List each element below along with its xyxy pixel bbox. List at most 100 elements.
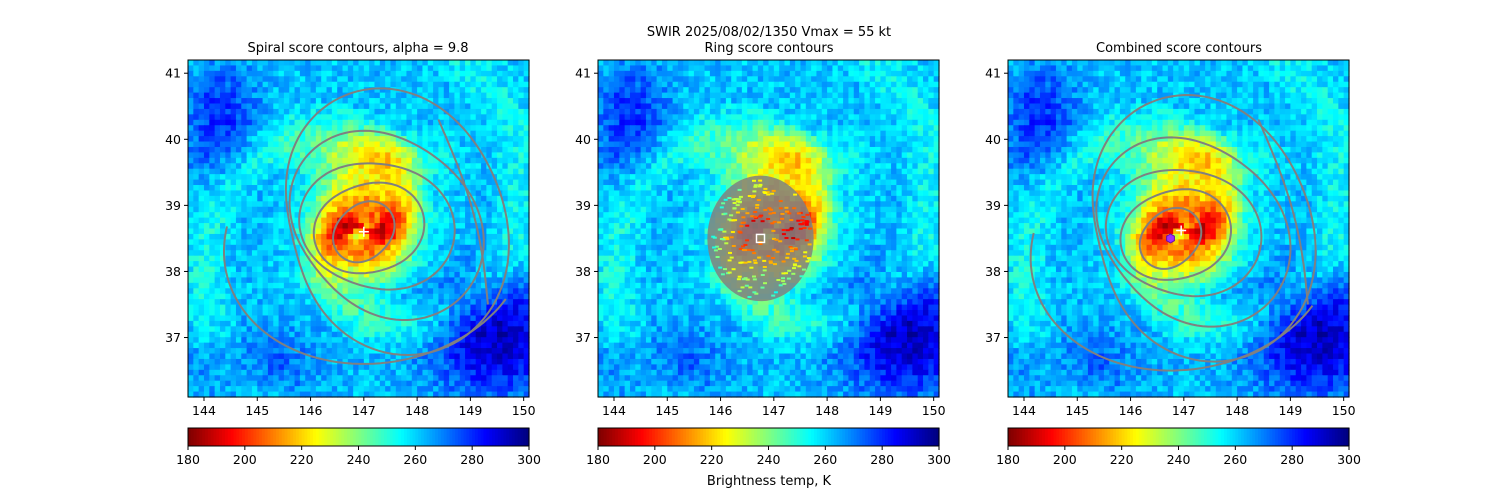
heatmap-cell [869, 114, 876, 121]
heatmap-cell [326, 375, 333, 382]
heatmap-cell [214, 271, 221, 279]
heatmap-cell [203, 282, 210, 289]
heatmap-cell [294, 195, 301, 202]
heatmap-cell [246, 331, 253, 338]
heatmap-cell [337, 261, 344, 268]
heatmap-cell [347, 195, 354, 202]
heatmap-cell [465, 119, 471, 126]
heatmap-cell [497, 266, 503, 273]
heatmap-cell [427, 271, 434, 279]
heatmap-cell [923, 98, 929, 105]
heatmap-cell [326, 233, 333, 240]
heatmap-cell [406, 277, 413, 284]
heatmap-cell [406, 185, 413, 192]
heatmap-cell [422, 136, 429, 143]
heatmap-cell [433, 60, 440, 67]
heatmap-cell [267, 108, 274, 115]
heatmap-cell [267, 168, 274, 175]
heatmap-cell [502, 174, 509, 181]
heatmap-cell [283, 310, 290, 317]
heatmap-cell [438, 206, 445, 213]
colorbar-segment [290, 428, 294, 446]
heatmap-cell [321, 315, 328, 322]
heatmap-cell [257, 299, 264, 306]
heatmap-cell [230, 70, 237, 77]
heatmap-cell [481, 87, 487, 94]
heatmap-cell [731, 119, 738, 126]
heatmap-cell [475, 185, 482, 192]
heatmap-cell [454, 386, 461, 393]
heatmap-cell [283, 141, 290, 148]
heatmap-cell [598, 65, 604, 72]
heatmap-cell [353, 364, 360, 371]
heatmap-cell [470, 125, 477, 132]
heatmap-cell [486, 364, 493, 371]
heatmap-cell [459, 81, 466, 88]
heatmap-cell [433, 375, 440, 382]
heatmap-cell [901, 108, 908, 115]
heatmap-cell [219, 223, 226, 230]
heatmap-cell [885, 76, 892, 83]
heatmap-cell [321, 233, 328, 240]
heatmap-cell [331, 92, 338, 99]
heatmap-cell [342, 244, 349, 251]
colorbar-segment [517, 428, 522, 446]
y-tick-label: 40 [165, 132, 181, 147]
heatmap-cell [326, 223, 333, 230]
heatmap-cell [401, 103, 408, 110]
heatmap-cell [459, 315, 466, 322]
heatmap-cell [395, 375, 402, 382]
heatmap-cell [507, 223, 514, 230]
heatmap-cell [315, 304, 322, 311]
heatmap-cell [465, 114, 471, 121]
heatmap-cell [417, 391, 424, 398]
heatmap-cell [907, 70, 913, 77]
heatmap-cell [853, 114, 860, 121]
heatmap-cell [305, 331, 312, 338]
heatmap-cell [235, 130, 242, 137]
heatmap-cell [257, 244, 264, 251]
heatmap-cell [315, 244, 322, 251]
heatmap-cell [619, 103, 626, 110]
heatmap-cell [369, 60, 376, 67]
heatmap-cell [283, 244, 290, 251]
heatmap-cell [246, 108, 253, 115]
heatmap-cell [699, 87, 706, 94]
heatmap-cell [731, 76, 738, 83]
heatmap-cell [651, 81, 658, 88]
heatmap-cell [188, 125, 194, 132]
heatmap-cell [443, 114, 450, 121]
heatmap-cell [225, 136, 232, 143]
heatmap-cell [795, 76, 802, 83]
heatmap-cell [241, 337, 248, 344]
heatmap-cell [347, 326, 354, 333]
heatmap-cell [225, 185, 232, 192]
heatmap-cell [374, 130, 381, 137]
heatmap-cell [363, 326, 370, 333]
heatmap-cell [417, 244, 424, 251]
heatmap-cell [693, 65, 700, 72]
heatmap-cell [390, 353, 397, 360]
heatmap-cell [481, 391, 487, 398]
heatmap-cell [513, 76, 519, 83]
heatmap-cell [470, 168, 477, 175]
heatmap-cell [449, 261, 456, 268]
heatmap-cell [283, 233, 290, 240]
heatmap-cell [443, 391, 450, 398]
heatmap-cell [315, 114, 322, 121]
heatmap-cell [497, 87, 503, 94]
heatmap-cell [417, 76, 424, 83]
heatmap-cell [363, 293, 370, 300]
heatmap-cell [331, 293, 338, 300]
heatmap-cell [363, 190, 370, 197]
heatmap-cell [715, 65, 722, 72]
heatmap-cell [230, 98, 237, 105]
heatmap-cell [198, 190, 205, 197]
heatmap-cell [241, 391, 248, 398]
heatmap-cell [251, 81, 258, 88]
heatmap-cell [267, 146, 274, 154]
heatmap-cell [315, 315, 322, 322]
heatmap-cell [395, 391, 402, 398]
heatmap-cell [475, 81, 482, 88]
heatmap-cell [406, 125, 413, 132]
